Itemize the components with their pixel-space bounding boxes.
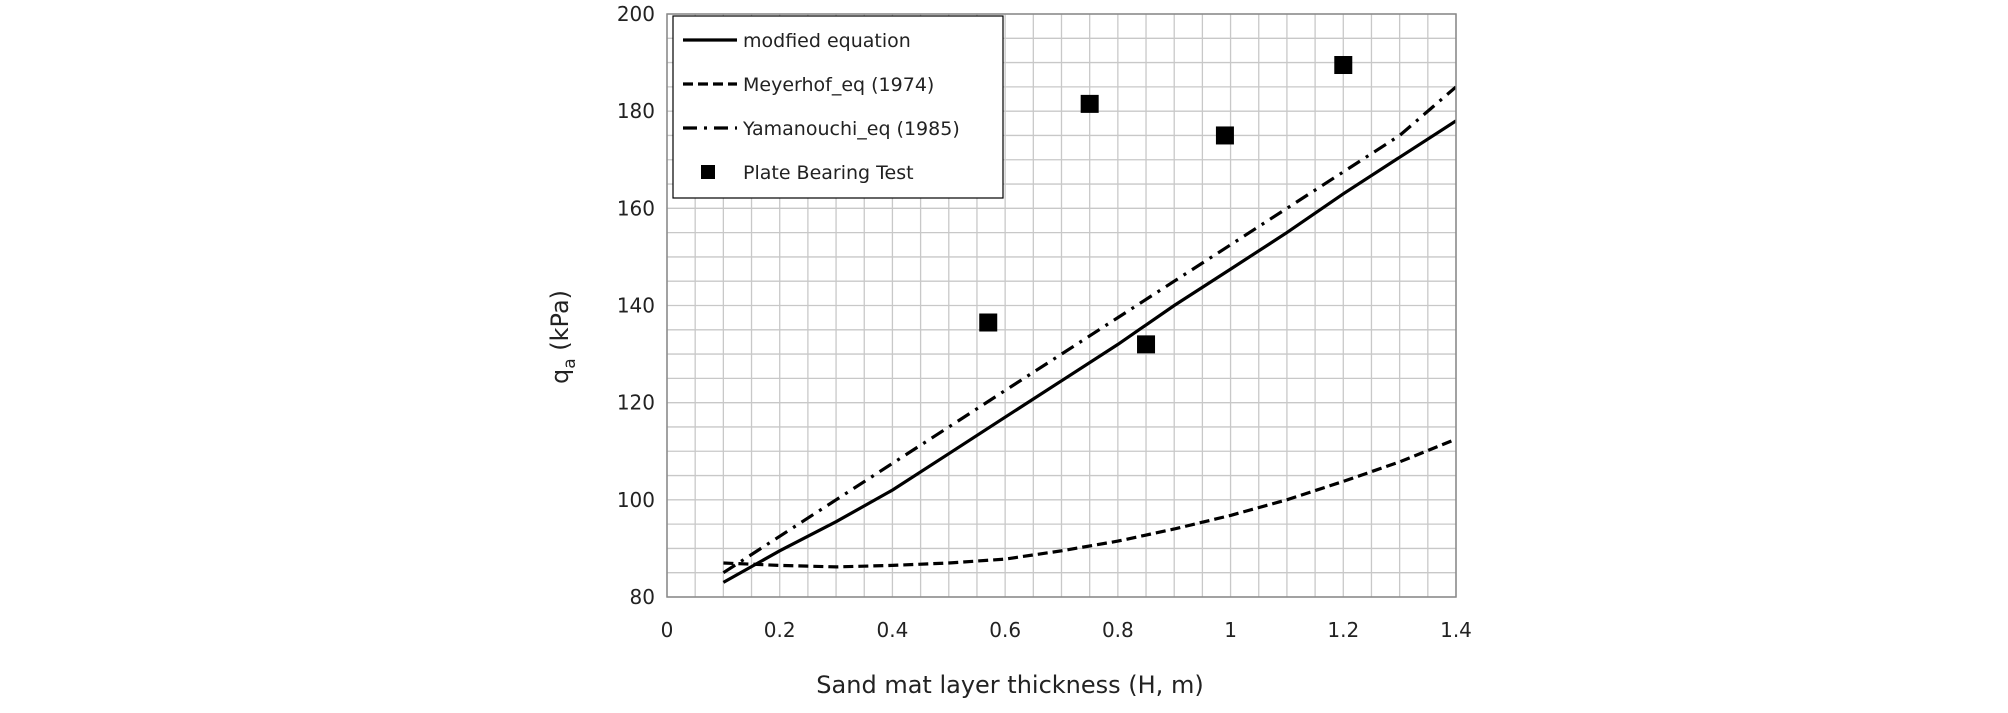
y-axis-title-subscript: a — [560, 358, 580, 368]
y-axis-title-unit: (kPa) — [546, 290, 574, 358]
x-tick-label: 1.2 — [1327, 618, 1359, 642]
x-tick-label: 0.4 — [877, 618, 909, 642]
y-axis-title: qa (kPa) — [546, 290, 580, 384]
y-axis-title-main: q — [546, 369, 574, 384]
x-tick-label: 0.6 — [989, 618, 1021, 642]
y-tick-label: 140 — [617, 294, 655, 318]
legend-label: Meyerhof_eq (1974) — [743, 74, 934, 96]
x-tick-label: 1.4 — [1440, 618, 1472, 642]
y-tick-label: 180 — [617, 99, 655, 123]
legend-box — [672, 15, 1004, 199]
legend-marker-square — [701, 165, 715, 179]
legend: modfied equation Meyerhof_eq (1974) Yamano… — [672, 15, 1004, 199]
series-line-modfied-equation — [722, 119, 1456, 584]
legend-label: modfied equation — [743, 30, 911, 52]
plate-bearing-test-marker — [979, 313, 998, 332]
series-line-meyerhof-eq-1974 — [723, 437, 1456, 569]
x-tick-label: 0 — [661, 618, 674, 642]
tick-labels-layer: 0 0.2 0.4 0.6 0.8 1 1.2 1.4 80 100 120 140 160 180 200 — [617, 2, 1472, 642]
y-tick-label: 80 — [630, 585, 655, 609]
plate-bearing-test-marker — [1334, 56, 1353, 75]
plot-frame — [666, 13, 1457, 598]
series-layer — [722, 56, 1456, 584]
plate-bearing-test-marker — [1080, 94, 1099, 113]
x-tick-label: 0.2 — [764, 618, 796, 642]
plot-frame-layer — [666, 13, 1457, 598]
legend-label: Plate Bearing Test — [743, 162, 914, 184]
y-tick-label: 200 — [617, 2, 655, 26]
plate-bearing-test-marker — [1215, 126, 1234, 145]
x-tick-label: 0.8 — [1102, 618, 1134, 642]
y-tick-label: 120 — [617, 391, 655, 415]
x-axis-title: Sand mat layer thickness (H, m) — [816, 671, 1203, 699]
y-tick-label: 160 — [617, 196, 655, 220]
y-tick-label: 100 — [617, 488, 655, 512]
x-tick-label: 1 — [1224, 618, 1237, 642]
series-line-yamanouchi-eq-1985 — [722, 85, 1456, 575]
legend-label: Yamanouchi_eq (1985) — [742, 118, 960, 140]
plate-bearing-test-marker — [1137, 335, 1156, 354]
